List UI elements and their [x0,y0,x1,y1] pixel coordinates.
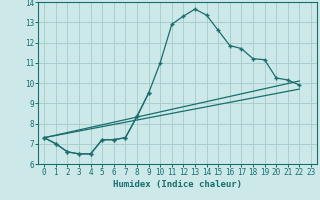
X-axis label: Humidex (Indice chaleur): Humidex (Indice chaleur) [113,180,242,189]
